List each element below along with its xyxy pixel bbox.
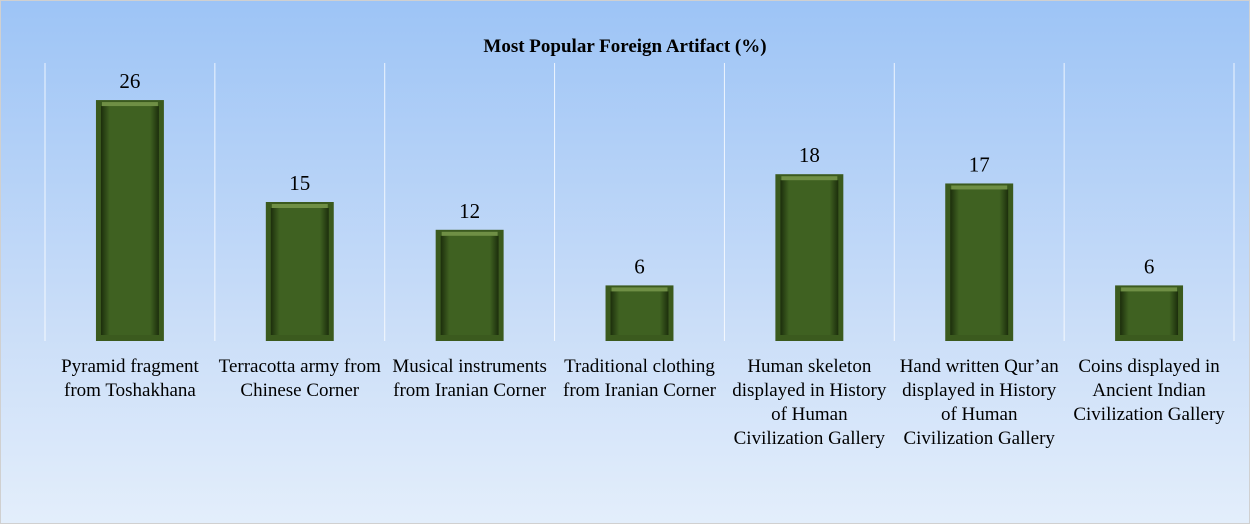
bar-highlight [271, 204, 328, 208]
data-label: 12 [459, 199, 480, 223]
x-tick-label: Musical instruments from Iranian Corner [392, 356, 547, 401]
data-label: 17 [969, 152, 990, 176]
x-tick-label: Coins displayed in Ancient Indian Civili… [1073, 356, 1225, 425]
bar-highlight [441, 231, 498, 236]
x-tick-label: Hand written Qur’an displayed in History… [899, 356, 1059, 449]
bar-bevel [100, 106, 159, 335]
bar-highlight [951, 185, 1008, 190]
bar-highlight [1121, 287, 1178, 292]
data-label: 6 [1144, 254, 1155, 278]
x-tick-label: Pyramid fragment from Toshakhana [61, 356, 199, 401]
bar-highlight [101, 102, 158, 107]
data-label: 6 [634, 254, 645, 278]
bar-bevel [440, 235, 499, 335]
x-tick-label: Traditional clothing from Iranian Corner [563, 356, 716, 401]
bar-bevel [270, 208, 329, 335]
x-tick-label: Terracotta army from Chinese Corner [218, 356, 381, 401]
bar-highlight [781, 176, 838, 181]
data-label: 15 [289, 171, 310, 195]
bar-bevel [950, 189, 1009, 335]
x-tick-label: Human skeleton displayed in History of H… [732, 356, 887, 449]
chart-title: Most Popular Foreign Artifact (%) [483, 36, 766, 57]
bar-bevel [610, 291, 669, 335]
data-label: 26 [119, 69, 140, 93]
data-label: 18 [799, 143, 820, 167]
bar-bevel [1120, 291, 1179, 335]
bar-highlight [611, 287, 668, 292]
bar-bevel [780, 180, 839, 335]
